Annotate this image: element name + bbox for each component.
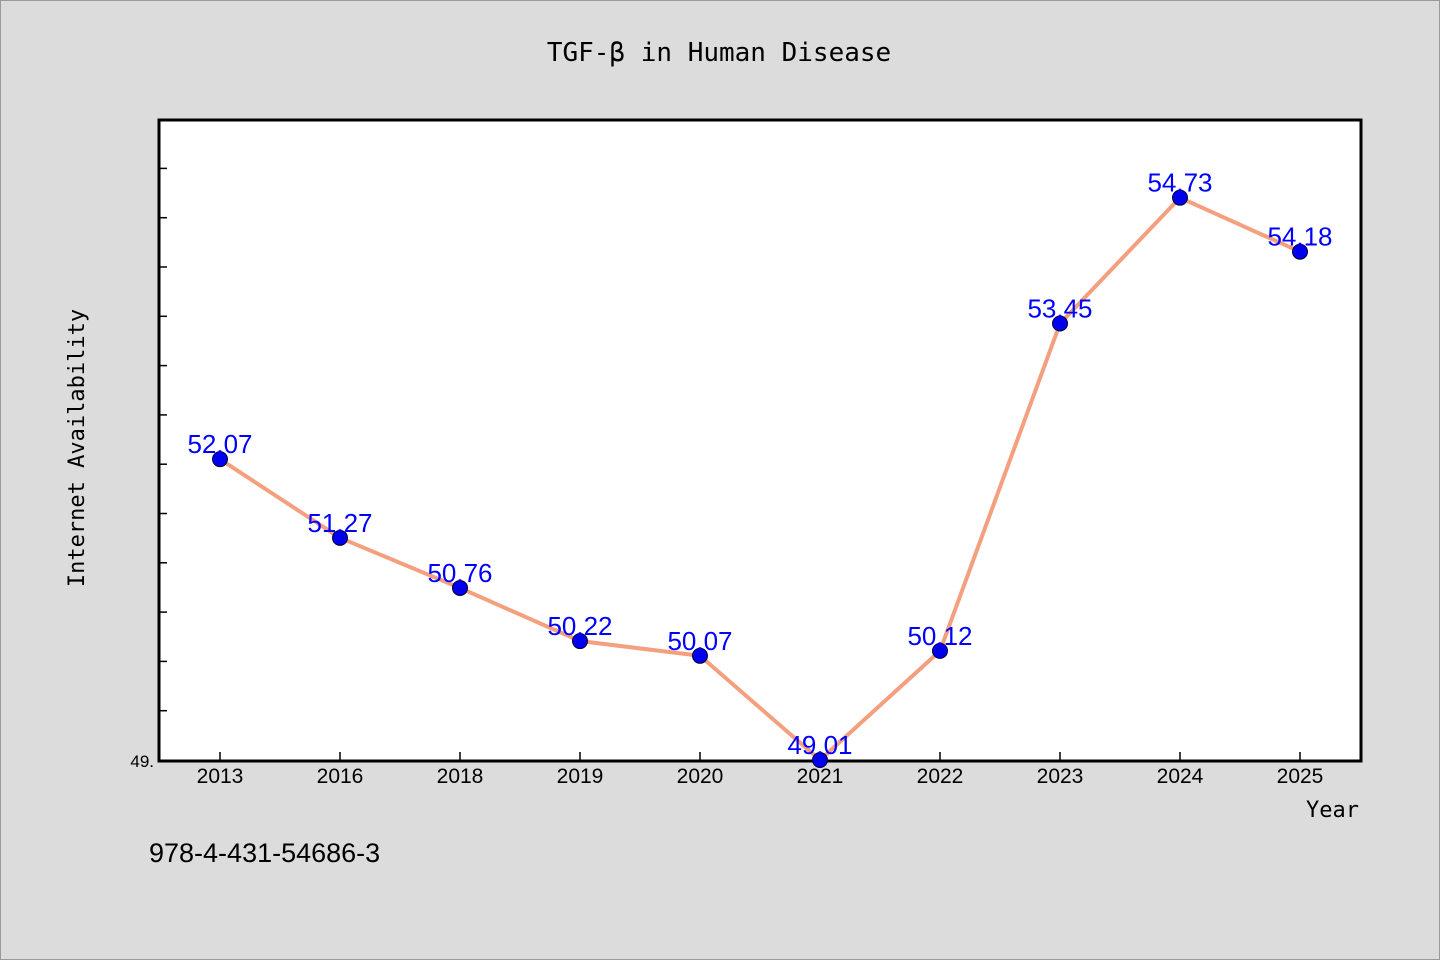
data-point	[692, 647, 708, 664]
y-tick-label: 49.	[130, 752, 154, 771]
data-point	[572, 633, 588, 650]
data-point	[452, 579, 468, 596]
data-label: 52.07	[187, 429, 252, 459]
data-label: 53.45	[1027, 294, 1092, 324]
x-axis-label: Year	[1306, 798, 1359, 823]
data-label: 51.27	[307, 508, 372, 538]
chart-title: TGF-β in Human Disease	[547, 38, 891, 68]
data-point	[212, 451, 228, 468]
data-label: 50.12	[907, 621, 972, 651]
x-tick-label: 2013	[197, 765, 244, 788]
x-tick-label: 2018	[437, 765, 484, 788]
x-tick-label: 2023	[1037, 765, 1084, 788]
data-point	[332, 529, 348, 546]
x-tick-label: 2016	[317, 765, 364, 788]
series-line	[218, 195, 1302, 762]
x-tick-labels: 2013 2016 2018 2019 2020 2021 2022 2023 2024 2025	[197, 765, 1324, 788]
x-tick-label: 2025	[1277, 765, 1324, 788]
data-point	[1172, 189, 1188, 206]
y-axis-label: Internet Availability	[65, 309, 90, 587]
data-point	[932, 642, 948, 659]
data-point	[812, 752, 828, 768]
x-tick-label: 2022	[917, 765, 964, 788]
x-tick-label: 2021	[797, 765, 844, 788]
data-markers	[212, 189, 1308, 768]
data-point	[1052, 315, 1068, 332]
x-tick-label: 2019	[557, 765, 604, 788]
x-axis-ticks	[219, 752, 1301, 760]
data-labels: 52.07 51.27 50.76 50.22 50.07 49.01 50.12 53.45…	[187, 168, 1332, 760]
isbn-text: 978-4-431-54686-3	[149, 838, 380, 868]
data-point	[1292, 243, 1308, 260]
data-label: 50.07	[667, 626, 732, 656]
x-tick-label: 2024	[1157, 765, 1204, 788]
data-label: 54.73	[1147, 168, 1212, 198]
data-label: 49.01	[787, 730, 852, 760]
data-label: 50.76	[427, 558, 492, 588]
data-label: 50.22	[547, 611, 612, 641]
x-tick-label: 2020	[677, 765, 724, 788]
y-axis-ticks	[160, 167, 167, 712]
plot-area	[157, 118, 1363, 763]
data-label: 54.18	[1267, 222, 1332, 252]
series-line-group	[218, 195, 1302, 762]
